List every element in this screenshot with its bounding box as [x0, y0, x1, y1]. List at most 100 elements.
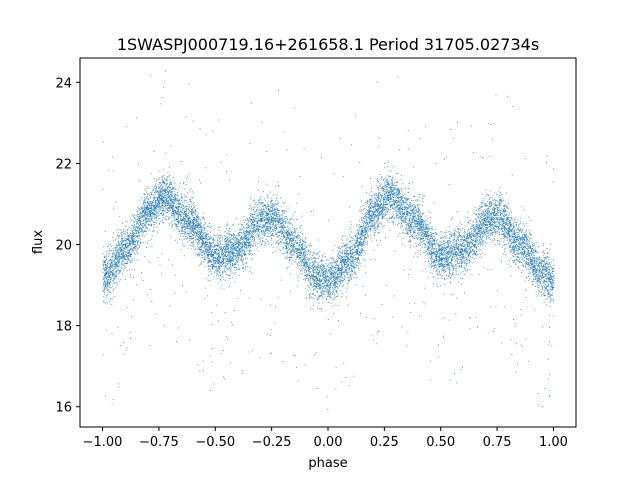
data-point: [357, 232, 359, 234]
data-point: [137, 214, 139, 216]
data-point: [387, 180, 389, 182]
data-point: [269, 207, 271, 208]
data-point: [215, 259, 216, 261]
data-point: [383, 189, 385, 191]
data-point: [205, 239, 207, 241]
data-point: [516, 260, 518, 262]
data-point: [301, 248, 303, 250]
data-point: [244, 235, 246, 236]
data-point: [401, 196, 403, 198]
data-point: [389, 185, 391, 187]
data-point: [437, 261, 439, 263]
data-point: [386, 218, 388, 220]
data-point: [313, 267, 315, 269]
data-point: [346, 270, 348, 272]
data-point: [286, 252, 287, 254]
data-point: [387, 166, 388, 168]
data-point: [168, 222, 170, 224]
data-point: [361, 251, 362, 253]
data-point: [494, 228, 496, 230]
data-point: [442, 259, 444, 261]
data-point: [156, 217, 158, 219]
data-point: [213, 265, 215, 267]
data-point: [369, 203, 371, 205]
data-point: [207, 280, 209, 281]
data-point: [428, 243, 430, 245]
data-point: [257, 228, 259, 230]
data-point: [353, 249, 355, 251]
data-point: [369, 213, 371, 215]
data-point: [239, 250, 241, 252]
data-point: [142, 200, 144, 202]
data-point: [431, 261, 433, 263]
data-point: [522, 248, 524, 250]
data-point: [290, 290, 292, 292]
data-point: [359, 262, 360, 264]
data-point: [510, 239, 512, 240]
data-point: [483, 223, 485, 225]
data-point: [317, 269, 319, 271]
data-point: [301, 259, 303, 261]
data-point: [382, 205, 384, 207]
data-point: [509, 217, 511, 219]
data-point: [422, 212, 424, 214]
data-point: [152, 209, 154, 211]
data-point: [438, 261, 440, 263]
data-point: [276, 198, 278, 200]
data-point: [378, 331, 380, 332]
data-point: [111, 263, 113, 265]
data-point: [548, 274, 550, 276]
data-point: [502, 233, 504, 235]
data-point: [185, 211, 187, 212]
data-point: [338, 257, 340, 259]
data-point: [533, 269, 535, 270]
data-point: [120, 229, 122, 231]
data-point: [145, 225, 147, 227]
data-point: [225, 251, 227, 253]
data-point: [364, 259, 366, 261]
data-point: [239, 248, 241, 250]
data-point: [489, 306, 491, 308]
data-point: [327, 259, 329, 261]
data-point: [267, 197, 269, 199]
data-point: [205, 243, 206, 245]
data-point: [335, 290, 337, 292]
data-point: [311, 245, 312, 247]
data-point: [527, 248, 529, 250]
data-point: [164, 182, 166, 184]
data-point: [364, 239, 366, 241]
data-point: [330, 288, 332, 290]
data-point: [530, 269, 532, 271]
data-point: [151, 215, 153, 217]
data-point: [380, 194, 382, 196]
data-point: [171, 225, 173, 227]
data-point: [204, 297, 206, 299]
data-point: [394, 217, 395, 219]
data-point: [435, 249, 437, 251]
data-point: [417, 200, 419, 202]
data-point: [140, 221, 142, 223]
data-point: [335, 279, 337, 281]
data-point: [299, 244, 301, 246]
data-point: [168, 203, 169, 205]
data-point: [111, 257, 113, 259]
data-point: [314, 297, 316, 299]
data-point: [222, 273, 224, 275]
data-point: [328, 268, 330, 270]
data-point: [520, 314, 522, 316]
data-point: [302, 243, 304, 245]
data-point: [428, 238, 430, 240]
data-point: [282, 227, 284, 229]
data-point: [358, 224, 360, 225]
data-point: [434, 256, 436, 258]
data-point: [121, 249, 123, 251]
data-point: [219, 278, 221, 280]
data-point: [178, 209, 179, 211]
data-point: [294, 211, 296, 213]
data-point: [109, 266, 111, 268]
data-point: [328, 276, 330, 278]
data-point: [508, 260, 510, 262]
data-point: [389, 192, 391, 194]
data-point: [249, 230, 251, 232]
data-point: [255, 222, 257, 224]
